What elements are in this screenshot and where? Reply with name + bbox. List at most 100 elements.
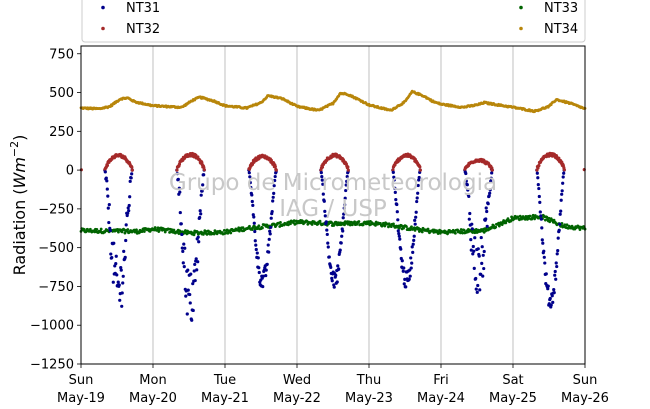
nt31-point bbox=[184, 294, 188, 298]
legend-marker-nt31 bbox=[101, 5, 105, 10]
nt31-point bbox=[183, 246, 187, 250]
nt31-point bbox=[197, 240, 201, 244]
nt32-point bbox=[175, 168, 179, 172]
nt31-point bbox=[417, 178, 421, 182]
nt31-point bbox=[466, 188, 470, 192]
nt31-point bbox=[411, 250, 415, 255]
nt31-point bbox=[489, 176, 493, 180]
nt31-point bbox=[557, 228, 561, 232]
x-tick-label-2-date: May-21 bbox=[201, 391, 249, 406]
nt31-point bbox=[412, 234, 416, 238]
nt31-point bbox=[256, 256, 260, 260]
nt33-point bbox=[289, 222, 292, 226]
nt31-point bbox=[119, 266, 123, 270]
nt31-point bbox=[191, 282, 195, 286]
nt33-point bbox=[333, 223, 336, 227]
nt33-point bbox=[224, 231, 228, 235]
nt31-point bbox=[110, 255, 114, 260]
nt31-point bbox=[188, 301, 192, 305]
nt31-point bbox=[402, 282, 406, 286]
nt31-point bbox=[476, 247, 480, 251]
nt31-point bbox=[539, 214, 543, 218]
nt31-point bbox=[127, 203, 131, 208]
nt33-point bbox=[286, 223, 290, 227]
x-tick-label-1-date: May-20 bbox=[129, 391, 177, 406]
nt32-point bbox=[346, 168, 350, 172]
nt31-point bbox=[539, 217, 543, 221]
nt31-point bbox=[176, 177, 180, 181]
nt33-point bbox=[353, 220, 356, 224]
nt31-point bbox=[180, 232, 184, 237]
nt33-point bbox=[257, 224, 261, 228]
nt31-point bbox=[325, 228, 329, 232]
nt31-point bbox=[267, 250, 271, 254]
nt33-point bbox=[248, 224, 251, 228]
nt31-point bbox=[342, 212, 346, 216]
nt33-point bbox=[528, 214, 532, 218]
nt31-point bbox=[404, 285, 408, 289]
nt31-point bbox=[108, 228, 112, 233]
nt31-point bbox=[552, 291, 556, 295]
nt31-point bbox=[107, 220, 111, 225]
nt31-point bbox=[114, 262, 118, 266]
nt33-point bbox=[494, 225, 498, 229]
nt31-point bbox=[398, 237, 402, 241]
nt31-point bbox=[485, 224, 489, 228]
nt33-point bbox=[392, 222, 395, 226]
nt31-point bbox=[546, 284, 550, 288]
nt31-point bbox=[475, 290, 479, 294]
legend-box bbox=[81, 0, 586, 43]
nt31-point bbox=[412, 238, 416, 242]
legend-label-nt31: NT31 bbox=[126, 1, 160, 16]
nt33-point bbox=[84, 230, 88, 234]
nt31-point bbox=[344, 183, 348, 187]
nt33-point bbox=[446, 231, 450, 234]
nt31-point bbox=[553, 273, 557, 277]
nt31-point bbox=[106, 194, 110, 198]
nt31-point bbox=[185, 312, 189, 316]
nt33-point bbox=[492, 224, 495, 227]
nt31-point bbox=[562, 171, 566, 175]
nt33-point bbox=[410, 225, 413, 229]
nt31-point bbox=[415, 199, 419, 204]
y-tick-label-2: 250 bbox=[49, 125, 74, 140]
x-tick-label-6-date: May-25 bbox=[489, 391, 537, 406]
nt33-point bbox=[126, 228, 130, 231]
nt31-point bbox=[554, 261, 558, 265]
nt31-point bbox=[179, 222, 183, 226]
nt31-point bbox=[252, 221, 256, 225]
nt31-point bbox=[550, 294, 554, 298]
nt31-point bbox=[555, 252, 559, 256]
nt33-point bbox=[123, 231, 127, 235]
nt33-point bbox=[516, 215, 520, 219]
nt33-point bbox=[523, 217, 527, 221]
nt31-point bbox=[186, 268, 190, 272]
nt31-point bbox=[323, 214, 327, 218]
nt31-point bbox=[339, 241, 343, 245]
nt31-point bbox=[117, 283, 121, 287]
legend-label-nt33: NT33 bbox=[544, 1, 578, 16]
nt31-point bbox=[268, 229, 272, 233]
y-tick-label-0: 750 bbox=[49, 47, 74, 62]
nt31-point bbox=[551, 300, 555, 304]
nt31-point bbox=[544, 272, 548, 276]
y-axis: 750 500 250 0 −250 −500 −750 −1000 −1250 bbox=[30, 47, 81, 373]
watermark-line-2: IAG / USP bbox=[279, 196, 387, 222]
nt33-point bbox=[261, 226, 264, 230]
nt31-point bbox=[484, 217, 488, 221]
x-tick-label-3-date: May-22 bbox=[273, 391, 321, 406]
nt31-point bbox=[541, 241, 545, 245]
nt31-point bbox=[467, 217, 471, 221]
nt33-point bbox=[462, 228, 466, 232]
nt31-point bbox=[250, 193, 254, 197]
nt31-point bbox=[489, 179, 493, 183]
nt31-point bbox=[478, 288, 482, 292]
nt31-point bbox=[253, 239, 257, 243]
nt33-point bbox=[461, 231, 464, 235]
nt31-point bbox=[321, 182, 325, 186]
nt32-point bbox=[537, 163, 541, 168]
nt31-point bbox=[175, 172, 179, 176]
nt31-point bbox=[329, 265, 333, 269]
nt31-point bbox=[257, 266, 261, 270]
nt32-point bbox=[274, 168, 278, 172]
